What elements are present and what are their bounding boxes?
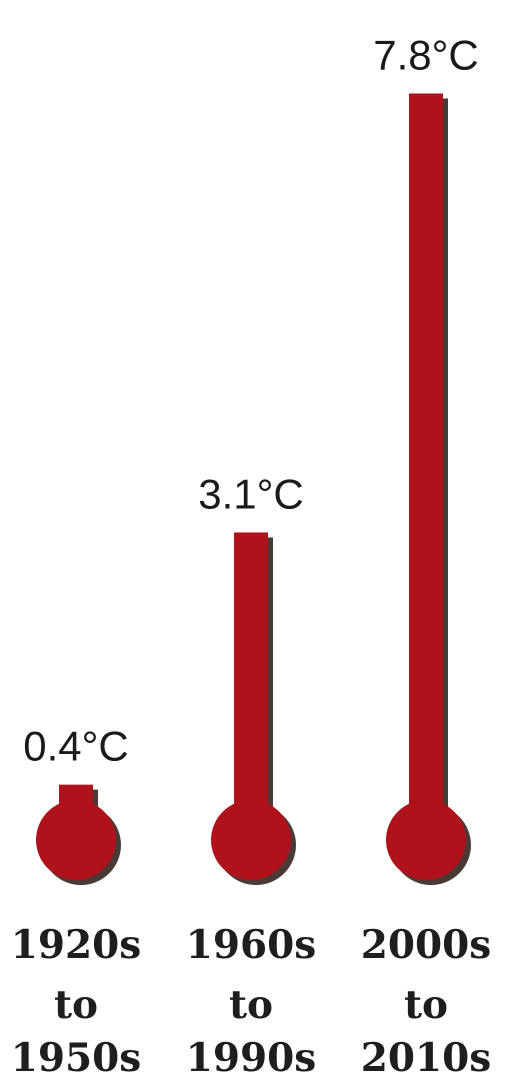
thermometer-bulb-1 [36, 800, 116, 880]
value-label-3: 7.8°C [373, 31, 479, 78]
thermometer-tube-2 [234, 532, 268, 840]
thermometer-marks [36, 93, 471, 885]
category-label-1-line-1: 1920s [11, 922, 142, 968]
category-label-2-line-1: 1960s [186, 922, 317, 968]
category-label-1-line-2: to [54, 982, 98, 1028]
thermometer-bulb-2 [211, 800, 291, 880]
value-label-1: 0.4°C [23, 723, 129, 770]
category-label-2-line-2: to [229, 982, 273, 1028]
thermometer-tube-3 [409, 93, 443, 841]
chart-labels: 0.4°C 3.1°C 7.8°C 1920s to 1950s 1960s t… [11, 31, 492, 1081]
category-label-3-line-2: to [404, 982, 448, 1028]
category-label-2-line-3: 1990s [186, 1035, 317, 1081]
thermometer-bulb-3 [386, 800, 466, 880]
category-label-3-line-3: 2010s [361, 1035, 492, 1081]
category-label-1-line-3: 1950s [11, 1035, 142, 1081]
value-label-2: 3.1°C [198, 470, 304, 517]
category-label-3-line-1: 2000s [361, 922, 492, 968]
